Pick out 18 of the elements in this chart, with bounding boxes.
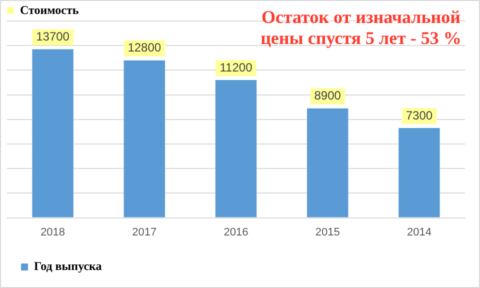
x-tick-label: 2014 xyxy=(406,226,432,238)
bar xyxy=(215,80,257,218)
x-tick-label: 2015 xyxy=(315,226,340,238)
data-label: 13700 xyxy=(36,30,70,44)
data-label: 12800 xyxy=(128,40,162,55)
x-tick-label: 2016 xyxy=(224,226,248,238)
bar xyxy=(398,128,440,218)
bar xyxy=(124,60,166,218)
data-label: 7300 xyxy=(406,108,433,122)
bar xyxy=(32,49,74,218)
data-label: 8900 xyxy=(314,88,342,103)
x-tick-label: 2018 xyxy=(40,226,66,238)
legend-label: Год выпуска xyxy=(34,259,102,274)
annotation: Остаток от изначальной цены спустя 5 лет - 53 % xyxy=(260,7,462,49)
bar xyxy=(306,108,348,218)
data-label: 11200 xyxy=(220,60,253,74)
x-tick-label: 2017 xyxy=(132,226,157,238)
legend-title: Стоимость xyxy=(20,3,79,18)
